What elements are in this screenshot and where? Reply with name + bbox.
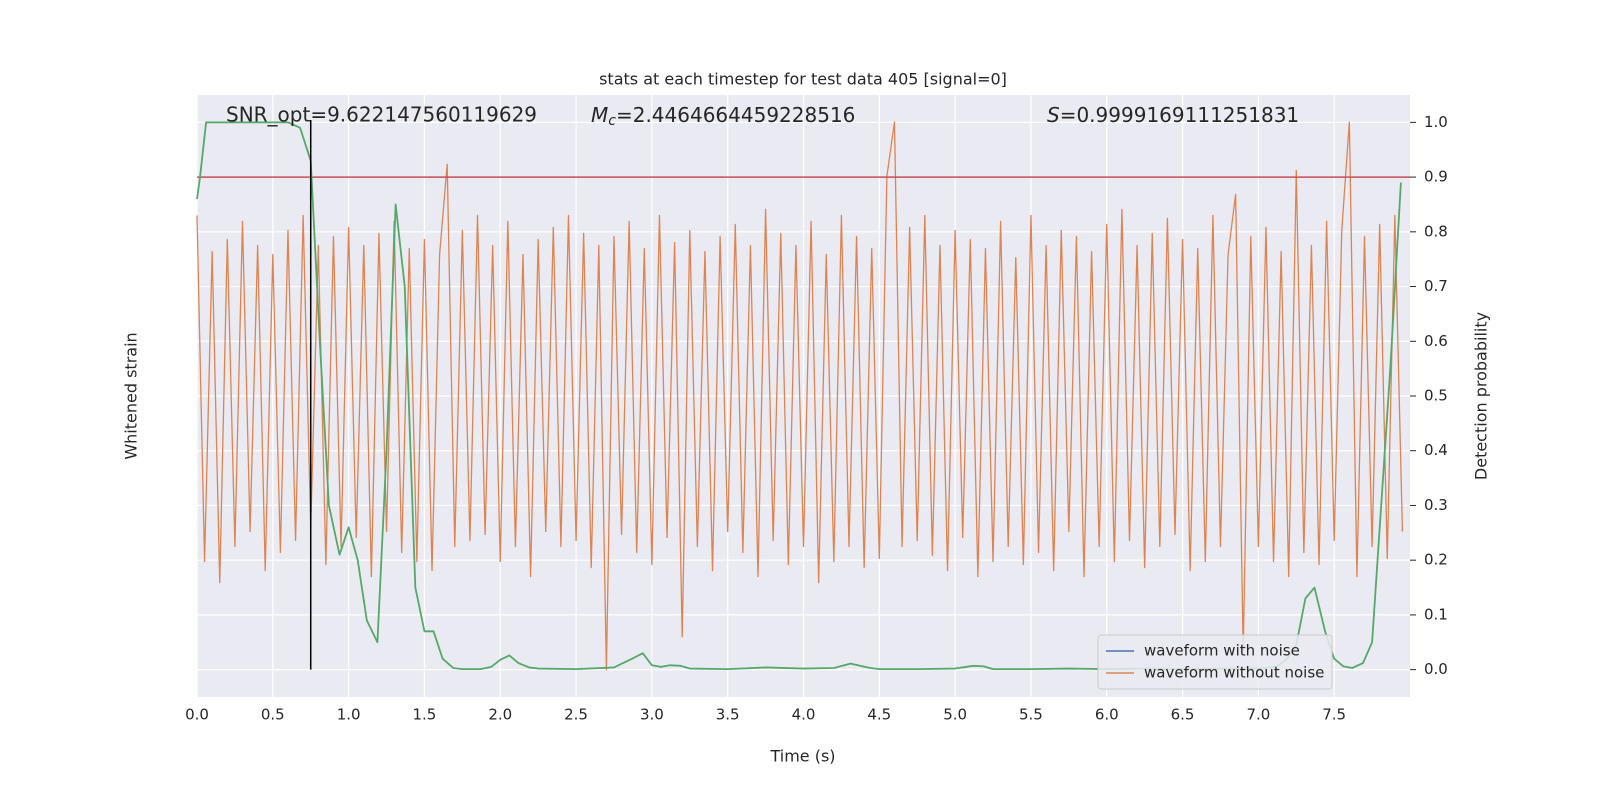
y2-tick-label: 0.8	[1424, 222, 1448, 240]
annotation-value: =2.4464664459228516	[616, 103, 855, 127]
annotation: S=0.9999169111251831	[1047, 103, 1299, 127]
x-tick-label: 1.0	[337, 706, 361, 724]
y2-tick-label: 0.4	[1424, 441, 1448, 459]
annotation-symbol: S	[1047, 103, 1060, 127]
legend-label: waveform without noise	[1144, 664, 1324, 682]
y2-tick-label: 0.0	[1424, 660, 1448, 678]
y2-tick-label: 1.0	[1424, 113, 1448, 131]
x-tick-label: 3.0	[640, 706, 664, 724]
legend-box	[1097, 634, 1333, 690]
chart-title: stats at each timestep for test data 405…	[599, 70, 1007, 89]
x-tick-label: 5.0	[943, 706, 967, 724]
x-tick-label: 0.0	[185, 706, 209, 724]
x-tick-label: 3.5	[716, 706, 740, 724]
annotation-value: =0.9999169111251831	[1060, 103, 1299, 127]
annotation: Mc=2.4464664459228516	[591, 103, 855, 130]
y2-tick-label: 0.9	[1424, 168, 1448, 186]
legend: waveform with noise waveform without nois…	[1097, 634, 1333, 690]
x-tick-label: 1.5	[413, 706, 437, 724]
annotation-symbol: M	[591, 103, 608, 127]
x-tick-label: 7.5	[1322, 706, 1346, 724]
series-line	[196, 121, 1404, 671]
x-axis-label: Time (s)	[769, 747, 835, 766]
y2-tick-label: 0.6	[1424, 332, 1448, 350]
y2-tick-label: 0.7	[1424, 277, 1448, 295]
x-tick-label: 2.0	[488, 706, 512, 724]
y2-tick-label: 0.1	[1424, 605, 1448, 623]
y2-axis-label: Detection probability	[1472, 312, 1491, 480]
x-tick-label: 4.5	[867, 706, 891, 724]
x-tick-label: 2.5	[564, 706, 588, 724]
x-tick-label: 7.0	[1246, 706, 1270, 724]
legend-label: waveform with noise	[1144, 642, 1300, 660]
annotation-subscript: c	[608, 113, 616, 129]
y2-tick-label: 0.5	[1424, 387, 1448, 405]
y-axis-label: Whitened strain	[122, 332, 141, 459]
y2-tick-label: 0.3	[1424, 496, 1448, 514]
annotation: SNR_opt=9.622147560119629	[226, 103, 537, 127]
x-tick-label: 6.5	[1171, 706, 1195, 724]
x-tick-label: 0.5	[261, 706, 285, 724]
x-tick-label: 4.0	[792, 706, 816, 724]
y2-tick-label: 0.2	[1424, 551, 1448, 569]
x-tick-label: 5.5	[1019, 706, 1043, 724]
x-tick-label: 6.0	[1095, 706, 1119, 724]
